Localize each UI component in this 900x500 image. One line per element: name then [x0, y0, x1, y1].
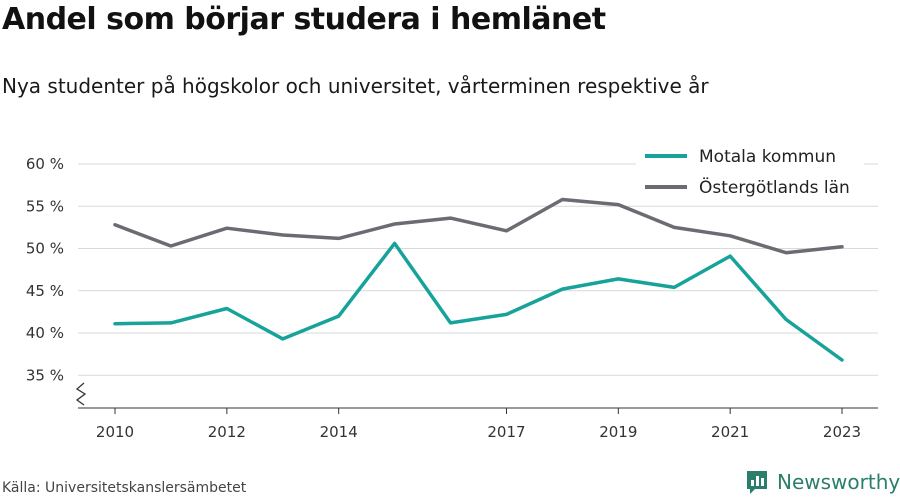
x-tick-label: 2023 — [823, 423, 861, 441]
y-tick-label: 60 % — [26, 155, 64, 173]
series-line-1 — [113, 241, 844, 362]
legend-label: Motala kommun — [699, 147, 836, 167]
brand-logo: Newsworthy — [745, 468, 900, 496]
x-tick-label: 2012 — [208, 423, 246, 441]
x-tick-label: 2010 — [96, 423, 134, 441]
source-note: Källa: Universitetskanslersämbetet — [2, 480, 247, 496]
legend-label: Östergötlands län — [699, 176, 850, 198]
y-tick-label: 35 % — [26, 366, 64, 384]
chart-title: Andel som börjar studera i hemlänet — [2, 2, 606, 37]
x-tick-label: 2019 — [599, 423, 637, 441]
legend-background — [636, 141, 864, 203]
x-tick-label: 2021 — [711, 423, 749, 441]
y-tick-label: 40 % — [26, 324, 64, 342]
brand-name: Newsworthy — [777, 470, 900, 494]
axis-break-icon — [75, 382, 87, 406]
series-line-2 — [113, 197, 844, 255]
y-tick-label: 45 % — [26, 282, 64, 300]
y-tick-label: 50 % — [26, 240, 64, 258]
newsworthy-logo-icon — [747, 471, 767, 494]
line-chart: 35 % 40 % 45 % 50 % 55 % 60 % 2010 2012 2014 2017… — [25, 141, 878, 441]
y-tick-label: 55 % — [26, 197, 64, 215]
x-tick-label: 2014 — [320, 423, 358, 441]
chart-subtitle: Nya studenter på högskolor och universit… — [2, 74, 709, 98]
x-tick-label: 2017 — [487, 423, 525, 441]
